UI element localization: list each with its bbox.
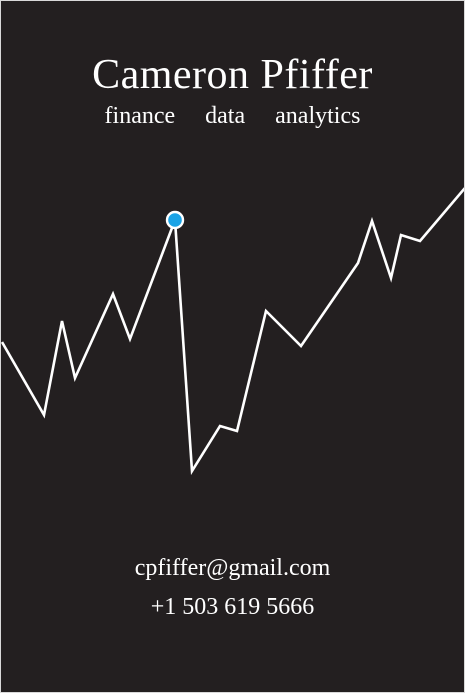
contact-email[interactable]: cpfiffer@gmail.com — [134, 555, 331, 581]
tagline-word-analytics: analytics — [275, 103, 361, 129]
tagline-word-finance: finance — [104, 103, 176, 129]
contact-phone[interactable]: +1 503 619 5666 — [150, 594, 315, 620]
card-tagline: finance data analytics — [1, 101, 464, 131]
chart-line — [1, 187, 464, 476]
dot-marker-icon — [165, 210, 185, 230]
tagline-word-data: data — [205, 103, 246, 129]
card-name: Cameron Pfiffer — [92, 52, 373, 98]
